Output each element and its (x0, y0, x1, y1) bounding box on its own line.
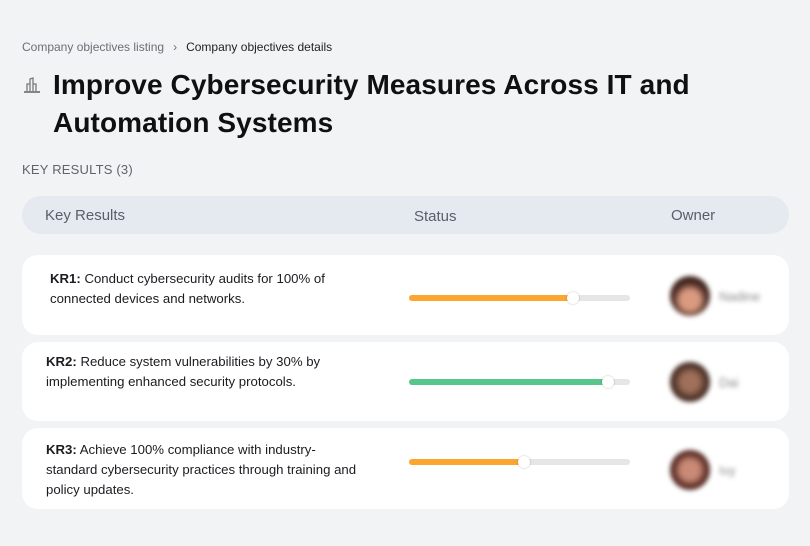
chevron-right-icon: › (173, 40, 178, 54)
progress-knob[interactable] (517, 456, 530, 468)
column-header-status: Status (414, 208, 457, 225)
owner[interactable]: Ivy (670, 450, 736, 490)
owner-name: Ivy (719, 462, 736, 478)
building-chart-icon (22, 75, 44, 97)
key-result-text: KR2: Reduce system vulnerabilities by 30… (46, 352, 366, 392)
key-result-text: KR1: Conduct cybersecurity audits for 10… (50, 269, 370, 309)
key-result-code: KR1: (50, 271, 81, 286)
owner-name: Nadine (719, 288, 761, 304)
key-results-count-label: KEY RESULTS (3) (22, 162, 133, 177)
progress-knob[interactable] (566, 292, 579, 304)
key-result-description: Achieve 100% compliance with industry-st… (46, 442, 357, 497)
key-result-code: KR2: (46, 354, 77, 369)
owner-name: Dai (719, 374, 739, 390)
breadcrumb-link-listing[interactable]: Company objectives listing (22, 40, 165, 54)
breadcrumb: Company objectives listing › Company obj… (22, 40, 332, 54)
owner[interactable]: Dai (670, 362, 739, 402)
owner[interactable]: Nadine (670, 276, 760, 316)
breadcrumb-current: Company objectives details (186, 40, 333, 54)
key-result-code: KR3: (46, 442, 77, 457)
progress-bar[interactable] (409, 292, 630, 304)
progress-knob[interactable] (601, 376, 614, 388)
table-row[interactable]: KR1: Conduct cybersecurity audits for 10… (22, 255, 789, 335)
progress-bar[interactable] (409, 376, 630, 388)
key-result-text: KR3: Achieve 100% compliance with indust… (46, 440, 366, 500)
page-header: Improve Cybersecurity Measures Across IT… (22, 66, 693, 142)
column-header-owner: Owner (671, 207, 716, 224)
progress-bar[interactable] (409, 456, 630, 468)
key-result-description: Conduct cybersecurity audits for 100% of… (50, 271, 325, 306)
progress-fill (409, 459, 524, 465)
avatar (670, 276, 710, 316)
table-row[interactable]: KR3: Achieve 100% compliance with indust… (22, 428, 789, 509)
progress-fill (409, 295, 573, 301)
table-header: Key Results Status Owner (22, 196, 789, 234)
key-result-description: Reduce system vulnerabilities by 30% by … (46, 354, 321, 389)
table-row[interactable]: KR2: Reduce system vulnerabilities by 30… (22, 342, 789, 421)
avatar (670, 362, 710, 402)
page-title: Improve Cybersecurity Measures Across IT… (53, 69, 690, 138)
progress-fill (409, 379, 608, 385)
avatar (670, 450, 710, 490)
column-header-key-results: Key Results (45, 207, 126, 224)
